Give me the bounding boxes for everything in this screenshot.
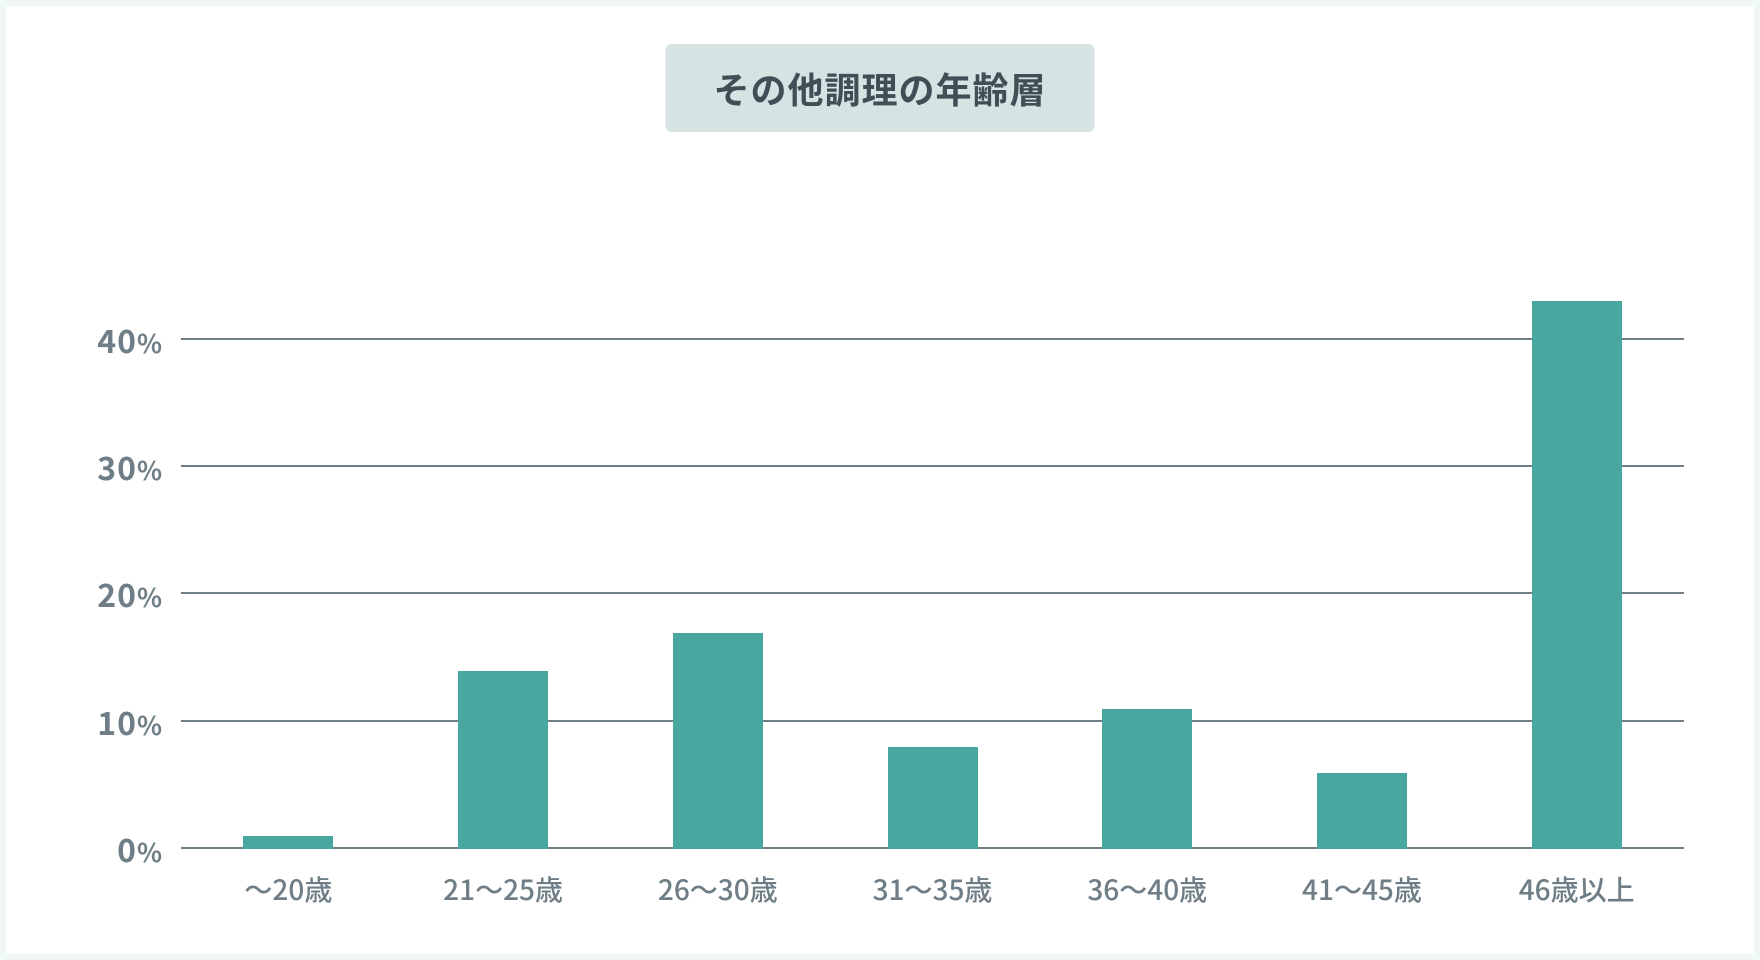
- x-tick-label: 21～25歳: [443, 869, 563, 909]
- plot-area: 0%10%20%30%40% ～20歳21～25歳26～30歳31～35歳36～…: [181, 276, 1684, 849]
- bar: [1102, 709, 1192, 849]
- x-tick-label: 46歳以上: [1519, 869, 1635, 909]
- bar: [673, 633, 763, 849]
- bars-row: ～20歳21～25歳26～30歳31～35歳36～40歳41～45歳46歳以上: [181, 276, 1684, 849]
- bar-slot: 46歳以上: [1469, 276, 1684, 849]
- chart-title: その他調理の年齢層: [665, 44, 1094, 132]
- y-tick-label: 10%: [97, 699, 163, 745]
- bar: [243, 836, 333, 849]
- y-tick-label: 40%: [97, 317, 163, 363]
- bar: [888, 747, 978, 849]
- y-tick-label: 0%: [117, 826, 163, 872]
- x-tick-label: 31～35歳: [873, 869, 993, 909]
- x-tick-label: 41～45歳: [1302, 869, 1422, 909]
- bar-slot: 31～35歳: [825, 276, 1040, 849]
- chart-container: その他調理の年齢層 0%10%20%30%40% ～20歳21～25歳26～30…: [6, 6, 1754, 954]
- x-tick-label: 26～30歳: [658, 869, 778, 909]
- bar: [458, 671, 548, 849]
- bar: [1317, 773, 1407, 849]
- bar-slot: 26～30歳: [610, 276, 825, 849]
- y-tick-label: 30%: [97, 444, 163, 490]
- y-tick-label: 20%: [97, 571, 163, 617]
- bar: [1532, 301, 1622, 849]
- bar-slot: 36～40歳: [1040, 276, 1255, 849]
- x-tick-label: ～20歳: [244, 869, 332, 909]
- bar-slot: 21～25歳: [396, 276, 611, 849]
- bar-slot: 41～45歳: [1255, 276, 1470, 849]
- bar-slot: ～20歳: [181, 276, 396, 849]
- x-tick-label: 36～40歳: [1087, 869, 1207, 909]
